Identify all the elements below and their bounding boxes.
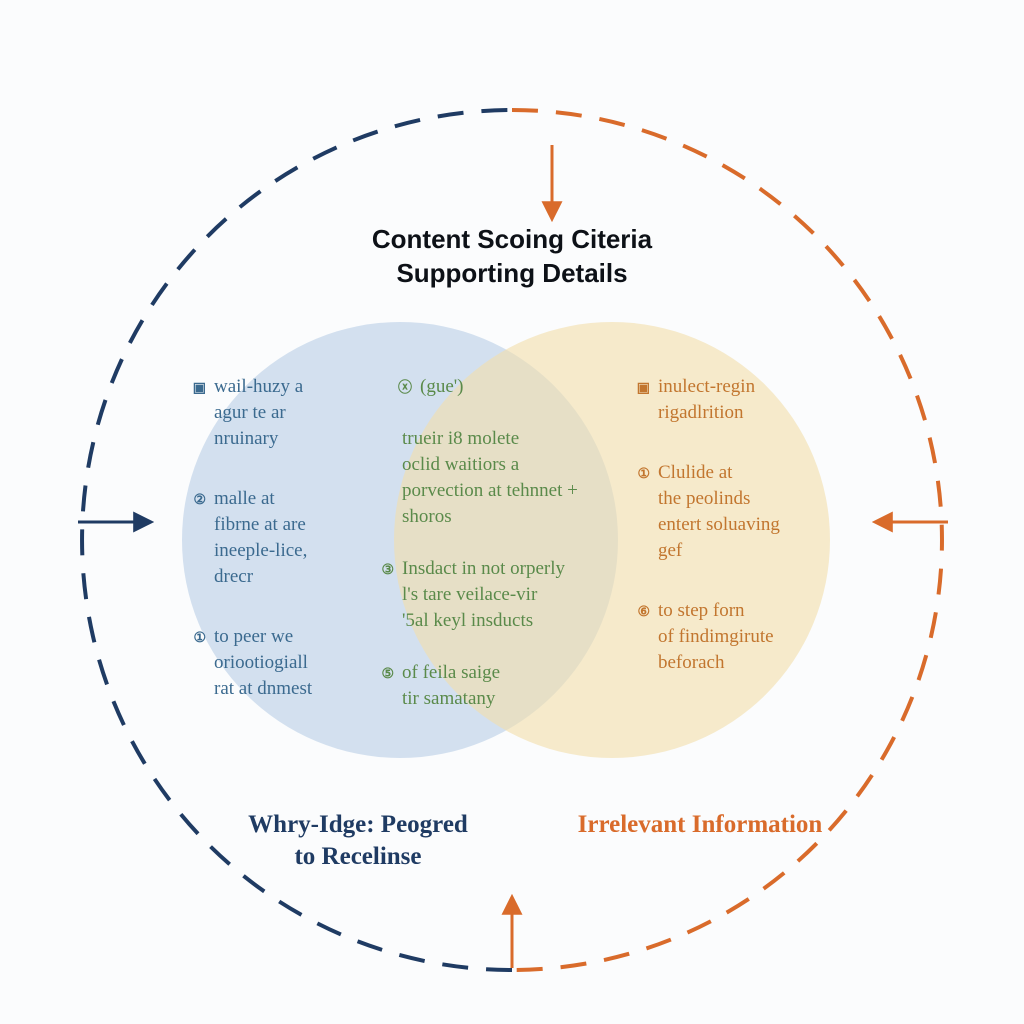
center-item-line-2-2: '5al keyl insducts xyxy=(402,610,533,631)
center-item-line-1-0: trueir i8 molete xyxy=(402,428,519,449)
center-item-marker-2: ③ xyxy=(381,561,394,577)
right-item-marker-2: ⑥ xyxy=(637,603,650,619)
right-item-line-0-1: rigadlrition xyxy=(658,402,744,423)
right-item-line-1-2: entert soluaving xyxy=(658,514,780,535)
right-item-marker-0: ▣ xyxy=(637,379,650,395)
center-item-line-3-0: of feila saige xyxy=(402,662,500,683)
left-item-line-1-3: drecr xyxy=(214,566,254,587)
left-item-marker-1: ② xyxy=(193,491,206,507)
center-item-marker-0: ⓧ xyxy=(398,379,412,395)
center-item-line-1-3: shoros xyxy=(402,506,452,527)
footer-right-line1: Irrelevant Information xyxy=(578,811,823,838)
center-title-line2: Supporting Details xyxy=(396,258,627,288)
right-item-marker-1: ① xyxy=(637,465,650,481)
left-item-line-2-2: rat at dnmest xyxy=(214,678,313,699)
center-item-line-0-0: (gue') xyxy=(420,376,464,397)
right-item-line-2-1: of findimgirute xyxy=(658,626,774,647)
right-item-line-0-0: inulect-regin xyxy=(658,376,756,397)
left-item-line-1-1: fibrne at are xyxy=(214,514,306,535)
center-item-line-2-1: l's tare veilace-vir xyxy=(402,584,538,605)
left-item-line-1-2: ineeple-lice, xyxy=(214,540,307,561)
center-item-line-2-0: Insdact in not orperly xyxy=(402,558,566,579)
left-item-marker-2: ① xyxy=(193,629,206,645)
left-item-line-0-2: nruinary xyxy=(214,428,279,449)
left-item-line-2-1: oriootiogiall xyxy=(214,652,308,673)
center-item-line-1-1: oclid waitiors a xyxy=(402,454,520,475)
right-item-line-1-1: the peolinds xyxy=(658,488,750,509)
center-item-line-3-1: tir samatany xyxy=(402,688,496,709)
left-item-line-0-1: agur te ar xyxy=(214,402,286,423)
right-item-line-2-2: beforach xyxy=(658,652,725,673)
footer-left-line1: Whry-Idge: Peogred xyxy=(248,811,468,838)
right-item-line-2-0: to step forn xyxy=(658,600,745,621)
center-item-marker-3: ⑤ xyxy=(381,665,394,681)
left-item-marker-0: ▣ xyxy=(193,379,206,395)
footer-left-line2: to Recelinse xyxy=(294,843,421,870)
left-item-line-2-0: to peer we xyxy=(214,626,293,647)
center-title-line1: Content Scoing Citeria xyxy=(372,224,653,254)
right-item-line-1-0: Clulide at xyxy=(658,462,733,483)
left-item-line-0-0: wail-huzy a xyxy=(214,376,304,397)
left-item-line-1-0: malle at xyxy=(214,488,275,509)
right-item-line-1-3: gef xyxy=(658,540,683,561)
center-item-line-1-2: porvection at tehnnet + xyxy=(402,480,578,501)
